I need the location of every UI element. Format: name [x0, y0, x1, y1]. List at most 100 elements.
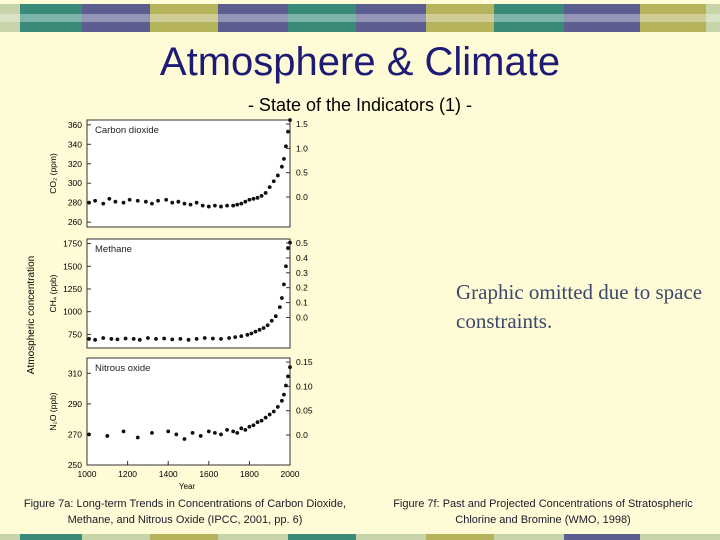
slide-title: Atmosphere & Climate: [159, 40, 561, 84]
methane-data-point: [257, 327, 262, 332]
carbon-dioxide-data-point: [231, 203, 236, 208]
carbon-dioxide-y-tick-label: 360: [68, 120, 82, 130]
nitrous-oxide-data-point: [267, 412, 272, 417]
methane-y-tick-label: 750: [68, 329, 82, 339]
nitrous-oxide-data-point: [174, 432, 179, 437]
carbon-dioxide-data-point: [101, 201, 106, 206]
carbon-dioxide-data-point: [150, 201, 154, 206]
band-segment: [564, 4, 640, 32]
carbon-dioxide-right-tick-label: 1.0: [296, 143, 308, 153]
carbon-dioxide-data-point: [200, 203, 205, 208]
methane-y-tick-label: 1500: [63, 261, 82, 271]
carbon-dioxide-data-point: [127, 197, 132, 202]
nitrous-oxide-data-point: [288, 365, 292, 370]
nitrous-oxide-y-tick-label: 310: [68, 368, 82, 378]
figure-7f-caption: Figure 7f: Past and Projected Concentrat…: [393, 498, 693, 526]
nitrous-oxide-data-point: [190, 431, 195, 435]
slide-subtitle: - State of the Indicators (1) -: [247, 95, 473, 115]
methane-y-tick-label: 1250: [63, 284, 82, 294]
nitrous-oxide-y-tick-label: 270: [68, 429, 82, 439]
methane-data-point: [186, 337, 191, 342]
x-tick-label: 1800: [240, 469, 259, 479]
nitrous-oxide-right-tick-label: 0.05: [296, 406, 313, 416]
carbon-dioxide-data-point: [275, 173, 280, 178]
nitrous-oxide-data-point: [219, 432, 223, 437]
methane-data-point: [265, 323, 270, 328]
carbon-dioxide-data-point: [219, 204, 223, 209]
nitrous-oxide-data-point: [121, 429, 126, 434]
graphic-omitted-note: Graphic omitted due to space constraints…: [456, 280, 703, 333]
band-segment: [288, 4, 356, 32]
nitrous-oxide-data-point: [166, 429, 171, 434]
carbon-dioxide-data-point: [212, 203, 217, 208]
methane-right-tick-label: 0.3: [296, 268, 308, 278]
methane-data-point: [245, 332, 250, 337]
nitrous-oxide-data-point: [235, 431, 240, 435]
nitrous-oxide-data-point: [243, 427, 248, 432]
methane-data-point: [286, 246, 290, 250]
carbon-dioxide-data-point: [107, 196, 112, 201]
methane-data-point: [233, 335, 238, 339]
band-segment: [82, 4, 150, 32]
carbon-dioxide-data-point: [206, 204, 211, 209]
methane-y-axis-label: CH₄ (ppb): [48, 274, 58, 312]
carbon-dioxide-right-tick-label: 1.5: [296, 119, 308, 129]
carbon-dioxide-data-point: [182, 201, 187, 206]
nitrous-oxide-data-point: [275, 405, 280, 409]
methane-right-tick-label: 0.5: [296, 238, 308, 248]
methane-data-point: [178, 337, 183, 341]
carbon-dioxide-y-tick-label: 300: [68, 178, 82, 188]
methane-data-point: [109, 337, 114, 341]
methane-data-point: [282, 282, 286, 287]
nitrous-oxide-data-point: [135, 435, 140, 440]
carbon-dioxide-data-point: [235, 202, 240, 207]
top-decorative-band: [0, 4, 720, 32]
nitrous-oxide-right-tick-label: 0.10: [296, 381, 313, 391]
x-tick-label: 1600: [199, 469, 218, 479]
carbon-dioxide-y-axis-label: CO₂ (ppm): [48, 153, 58, 194]
shared-y-axis-label: Atmospheric concentration: [26, 256, 37, 374]
nitrous-oxide-right-tick-label: 0.15: [296, 357, 313, 367]
methane-data-point: [269, 318, 274, 323]
carbon-dioxide-data-point: [247, 197, 252, 202]
nitrous-oxide-data-point: [247, 424, 252, 429]
bottom-decorative-band: [0, 534, 720, 540]
band-segment: [20, 4, 82, 32]
figure-7a-caption: Figure 7a: Long-term Trends in Concentra…: [23, 498, 347, 526]
nitrous-oxide-data-point: [198, 434, 203, 438]
nitrous-oxide-data-point: [212, 431, 217, 435]
nitrous-oxide-data-point: [150, 431, 154, 435]
band-segment: [494, 4, 564, 32]
x-tick-label: 2000: [281, 469, 300, 479]
nitrous-oxide-data-point: [286, 374, 290, 379]
nitrous-oxide-data-point: [225, 427, 229, 432]
ipcc-concentration-chart: Carbon dioxide CO₂ (ppm) 360 340 320 300 280 26…: [26, 118, 330, 490]
methane-data-point: [131, 337, 136, 341]
nitrous-oxide-data-point: [206, 429, 211, 434]
methane-data-point: [239, 334, 244, 339]
methane-right-tick-label: 0.4: [296, 253, 308, 263]
carbon-dioxide-data-point: [188, 202, 193, 207]
methane-panel-frame: [86, 238, 291, 349]
carbon-dioxide-y-tick-label: 320: [68, 159, 82, 169]
methane-data-point: [146, 336, 150, 340]
methane-data-point: [253, 329, 258, 334]
methane-data-point: [279, 296, 284, 300]
nitrous-oxide-data-point: [231, 429, 236, 434]
band-highlight-stripe: [0, 14, 720, 22]
methane-data-point: [210, 336, 215, 341]
nitrous-oxide-data-point: [284, 383, 288, 388]
methane-panel-title: Methane: [95, 244, 132, 255]
methane-data-point: [101, 336, 106, 340]
methane-data-point: [123, 336, 128, 341]
carbon-dioxide-data-point: [164, 197, 169, 202]
carbon-dioxide-data-point: [255, 195, 260, 200]
methane-data-point: [273, 314, 278, 319]
carbon-dioxide-data-point: [225, 203, 229, 208]
x-tick-label: 1400: [159, 469, 178, 479]
carbon-dioxide-right-tick-label: 0.0: [296, 192, 308, 202]
nitrous-oxide-data-point: [105, 434, 110, 438]
carbon-dioxide-right-tick-label: 0.5: [296, 168, 308, 178]
nitrous-oxide-panel-title: Nitrous oxide: [95, 363, 150, 374]
carbon-dioxide-y-tick-label: 280: [68, 198, 82, 208]
